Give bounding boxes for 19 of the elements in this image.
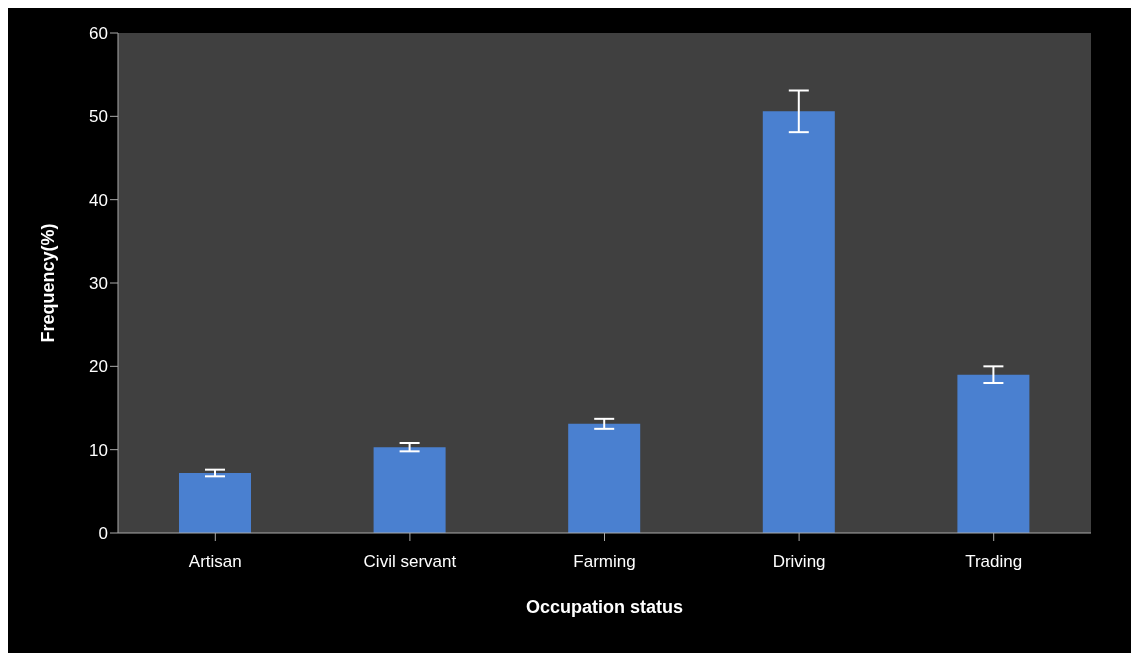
bar [957,374,1030,533]
bar [373,447,446,533]
y-tick-label: 50 [89,107,108,127]
x-axis-title: Occupation status [525,597,684,617]
x-tick-label: Civil servant [363,552,457,572]
bar [762,111,835,533]
y-tick-label: 20 [89,357,108,377]
bar [568,423,641,533]
x-tick-label: Trading [965,552,1023,572]
y-tick-label: 0 [98,524,108,544]
y-axis-title: Frequency(%) [38,223,59,343]
y-tick-label: 40 [89,190,108,210]
y-tick-label: 10 [89,440,108,460]
y-tick-label: 30 [89,274,108,294]
x-tick-label: Artisan [188,552,242,572]
x-tick-label: Farming [573,552,636,572]
bar [179,473,251,533]
x-tick-label: Driving [772,552,826,572]
y-tick-label: 60 [89,24,108,44]
